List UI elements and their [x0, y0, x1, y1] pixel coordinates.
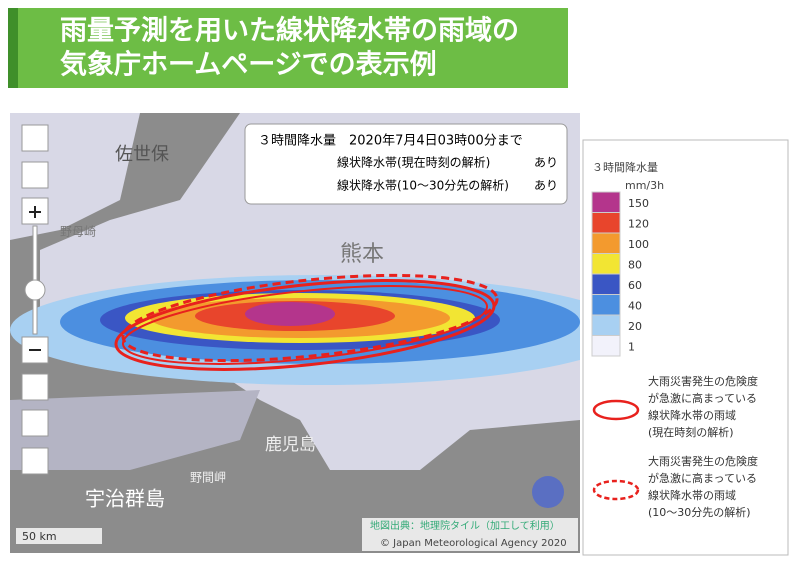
info-label: 線状降水帯(10～30分先の解析): [337, 178, 509, 193]
fullscreen-button[interactable]: [21, 124, 49, 152]
attribution: © Japan Meteorological Agency 2020: [380, 538, 567, 549]
header-stripe: [8, 8, 18, 88]
layer-button[interactable]: [21, 409, 49, 437]
header-title: 雨量予測を用いた線状降水帯の雨域の: [60, 15, 519, 47]
legend-level-label: 80: [628, 259, 642, 272]
header-bar: [8, 8, 568, 88]
attribution: 地図出典：地理院タイル（加工して利用）: [370, 519, 560, 532]
map-controls: [21, 124, 49, 475]
legend-note: が急激に高まっている: [648, 391, 757, 405]
legend-level-label: 150: [628, 197, 649, 210]
info-box: [244, 123, 568, 205]
place-label: 佐世保: [115, 144, 169, 165]
legend-swatch: [591, 232, 621, 254]
legend-note: 大雨災害発生の危険度: [648, 374, 758, 388]
legend-level-label: 120: [628, 218, 649, 231]
legend-swatch: [591, 212, 621, 234]
scale-bar: [16, 528, 102, 544]
header-title: 気象庁ホームページでの表示例: [60, 49, 437, 81]
control-icons: [29, 206, 41, 351]
legend-swatch: [591, 294, 621, 316]
place-label: 野間岬: [190, 471, 226, 485]
legend-symbol-solid: [592, 399, 640, 421]
legend-title: ３時間降水量: [592, 160, 658, 174]
land: [10, 390, 260, 470]
legend-note: (現在時刻の解析): [648, 425, 734, 439]
legend: ３時間降水量 mm/3h 150 120 100 80 60 40 20 1 大雨災害発生の危険…: [582, 139, 789, 556]
legend-swatch: [591, 253, 621, 275]
place-label: 野母崎: [60, 225, 96, 239]
legend-swatch: [591, 335, 621, 357]
legend-note: が急激に高まっている: [648, 471, 757, 485]
legend-level-label: 60: [628, 279, 642, 292]
legend-note: (10～30分先の解析): [648, 505, 751, 519]
info-heading: ３時間降水量 2020年7月4日03時00分まで: [258, 134, 523, 149]
legend-level-label: 40: [628, 300, 642, 313]
band-current: [121, 285, 489, 365]
location-button[interactable]: [21, 161, 49, 189]
nav-button[interactable]: [532, 476, 564, 508]
legend-swatch: [591, 314, 621, 336]
legend-note: 大雨災害発生の危険度: [648, 454, 758, 468]
scale-label: 50 km: [22, 530, 57, 543]
terrain-button[interactable]: [21, 447, 49, 475]
legend-swatch: [591, 273, 621, 295]
legend-level-label: 100: [628, 238, 649, 251]
legend-unit: mm/3h: [625, 179, 664, 192]
legend-note: 線状降水帯の雨域: [648, 408, 736, 422]
info-value: あり: [534, 156, 558, 170]
place-label: 宇治群島: [85, 487, 165, 511]
rain-band: [10, 275, 580, 385]
legend-level-label: 20: [628, 320, 642, 333]
map: 佐世保 熊本 宇治群島 鹿児島 野間岬 野母崎 ３時間降水量 2020年7月4日…: [10, 113, 580, 553]
legend-symbol-dashed: [592, 479, 640, 501]
map-button[interactable]: [21, 373, 49, 401]
info-label: 線状降水帯(現在時刻の解析): [337, 155, 490, 170]
band-forecast: [121, 273, 499, 363]
zoom-handle[interactable]: [24, 279, 46, 301]
legend-swatch: [591, 191, 621, 213]
attribution-box: [362, 518, 578, 551]
place-label: 鹿児島: [265, 435, 316, 455]
place-label: 熊本: [340, 242, 384, 267]
info-value: あり: [534, 179, 558, 193]
legend-level-label: 1: [628, 341, 635, 354]
legend-note: 線状降水帯の雨域: [648, 488, 736, 502]
